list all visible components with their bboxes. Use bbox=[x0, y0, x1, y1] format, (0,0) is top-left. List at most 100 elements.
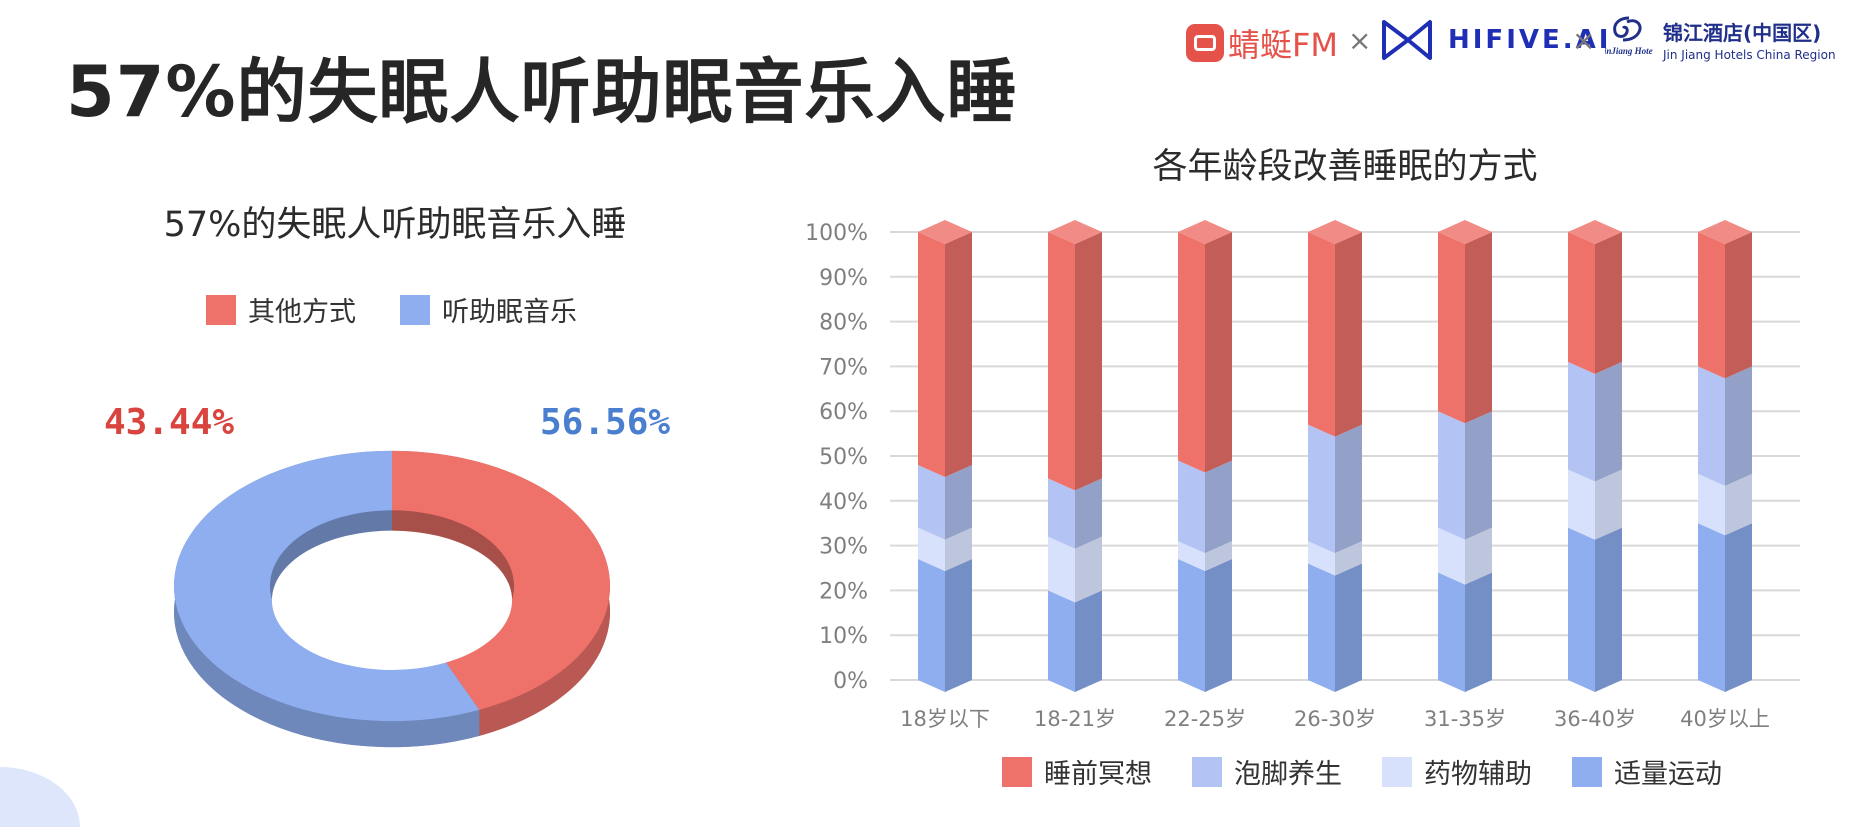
bar-segment-side bbox=[1465, 527, 1492, 585]
bar-legend: 睡前冥想 泡脚养生 药物辅助 适量运动 bbox=[1002, 752, 1762, 791]
hifive-mark-icon bbox=[1382, 20, 1432, 60]
bar-segment-side bbox=[1335, 424, 1362, 554]
bar-stack bbox=[1178, 220, 1232, 692]
radio-icon bbox=[1186, 24, 1224, 62]
y-tick-label: 60% bbox=[819, 400, 868, 425]
hifive-name: HIFIVE.AI bbox=[1448, 25, 1612, 55]
bar-legend-swatch bbox=[1572, 756, 1602, 787]
bar-segment-front bbox=[1698, 366, 1725, 486]
y-tick-label: 10% bbox=[819, 624, 868, 649]
y-tick-label: 20% bbox=[819, 579, 868, 604]
bar-segment-side bbox=[1075, 478, 1102, 549]
donut-slice-0 bbox=[392, 450, 610, 710]
bar-segment-front bbox=[1048, 232, 1075, 491]
bar-segment-side bbox=[1465, 411, 1492, 540]
bar-segment-side bbox=[1075, 232, 1102, 491]
jinjiang-name-en: Jin Jiang Hotels China Region bbox=[1663, 47, 1836, 62]
bar-stack bbox=[1048, 220, 1102, 692]
bar-segment-front bbox=[1308, 541, 1335, 576]
bar-segment-front bbox=[1698, 473, 1725, 536]
donut-data-label-music: 56.56% bbox=[540, 402, 671, 443]
bar-legend-item: 药物辅助 bbox=[1382, 752, 1532, 791]
x-tick-label: 26-30岁 bbox=[1294, 707, 1376, 731]
bar-segment-front bbox=[1048, 478, 1075, 549]
bar-legend-label: 适量运动 bbox=[1614, 759, 1722, 790]
donut-legend-item-music: 听助眠音乐 bbox=[400, 290, 577, 329]
bar-segment-front bbox=[1178, 232, 1205, 473]
bar-segment-front bbox=[1568, 361, 1595, 482]
y-tick-label: 50% bbox=[819, 445, 868, 470]
bar-segment-side bbox=[1725, 232, 1752, 379]
bar-segment-front bbox=[1698, 232, 1725, 379]
bar-segment-side bbox=[1595, 232, 1622, 374]
bar-segment-front bbox=[1308, 424, 1335, 554]
bar-segment-side bbox=[1595, 361, 1622, 482]
bar-stack bbox=[1698, 220, 1752, 692]
bar-segment-side bbox=[1205, 541, 1232, 572]
donut-data-label-other: 43.44% bbox=[104, 402, 235, 443]
bar-stack bbox=[918, 220, 972, 692]
bar-segment-front bbox=[1438, 527, 1465, 585]
bar-segment-side bbox=[1205, 460, 1232, 554]
bar-top-cap bbox=[1698, 220, 1752, 244]
bar-top-cap bbox=[1308, 220, 1362, 244]
qingting-fm-name: 蜻蜓FM bbox=[1228, 26, 1339, 64]
bar-segment-side bbox=[1595, 527, 1622, 692]
bar-segment-front bbox=[1568, 527, 1595, 692]
x-tick-label: 18岁以下 bbox=[900, 707, 990, 731]
bar-segment-front bbox=[1048, 536, 1075, 603]
donut-slice-1 bbox=[174, 450, 480, 722]
bar-top-cap bbox=[1178, 220, 1232, 244]
bar-segment-side bbox=[945, 559, 972, 692]
bar-segment-front bbox=[918, 559, 945, 692]
bar-top-cap bbox=[1568, 220, 1622, 244]
bar-segment-front bbox=[1438, 232, 1465, 424]
bar-segment-side bbox=[945, 527, 972, 572]
donut-hole bbox=[271, 530, 513, 670]
bar-segment-side bbox=[1335, 541, 1362, 576]
x-tick-label: 22-25岁 bbox=[1164, 707, 1246, 731]
bar-segment-side bbox=[1725, 366, 1752, 486]
bar-legend-item: 泡脚养生 bbox=[1192, 752, 1342, 791]
decorative-wave bbox=[0, 767, 80, 827]
bar-segment-side bbox=[1205, 559, 1232, 692]
bar-segment-front bbox=[1178, 559, 1205, 692]
jinjiang-name-cn: 锦江酒店(中国区) bbox=[1663, 20, 1822, 45]
bar-segment-side bbox=[1335, 232, 1362, 437]
bar-top-cap bbox=[1048, 220, 1102, 244]
y-tick-label: 40% bbox=[819, 490, 868, 515]
bar-stack bbox=[1308, 220, 1362, 692]
bar-segment-front bbox=[1048, 590, 1075, 692]
times-separator-2: × bbox=[1572, 24, 1596, 57]
bar-chart-title: 各年龄段改善睡眠的方式 bbox=[1152, 147, 1538, 187]
donut-legend-item-other: 其他方式 bbox=[206, 290, 356, 329]
bar-stack bbox=[1568, 220, 1622, 692]
stacked-bar-chart: 0% 10% 20% 30% 40% 50% 60% 70% 80% 90% 100% 18岁以下 18… bbox=[805, 220, 1800, 731]
legend-swatch-music bbox=[400, 294, 430, 325]
bar-segment-front bbox=[1178, 460, 1205, 554]
bar-segment-front bbox=[1308, 232, 1335, 437]
bar-segment-front bbox=[918, 232, 945, 477]
legend-label-music: 听助眠音乐 bbox=[442, 297, 577, 328]
qingting-fm-logo: 蜻蜓FM bbox=[1186, 20, 1338, 66]
bar-stack bbox=[1438, 220, 1492, 692]
x-tick-label: 31-35岁 bbox=[1424, 707, 1506, 731]
hifive-logo: HIFIVE.AI bbox=[1380, 18, 1611, 62]
x-tick-label: 18-21岁 bbox=[1034, 707, 1116, 731]
bar-segment-front bbox=[1568, 232, 1595, 374]
bar-top-cap bbox=[1438, 220, 1492, 244]
y-tick-label: 90% bbox=[819, 266, 868, 291]
bar-segment-front bbox=[1698, 523, 1725, 692]
bar-segment-side bbox=[1335, 563, 1362, 692]
bar-legend-swatch bbox=[1002, 756, 1032, 787]
bar-segment-side bbox=[1075, 536, 1102, 603]
bar-legend-item: 睡前冥想 bbox=[1002, 752, 1152, 791]
bar-segment-front bbox=[1438, 572, 1465, 692]
bar-segment-side bbox=[945, 464, 972, 540]
legend-swatch-other bbox=[206, 294, 236, 325]
bar-segment-front bbox=[918, 527, 945, 572]
bar-legend-label: 药物辅助 bbox=[1424, 759, 1532, 790]
